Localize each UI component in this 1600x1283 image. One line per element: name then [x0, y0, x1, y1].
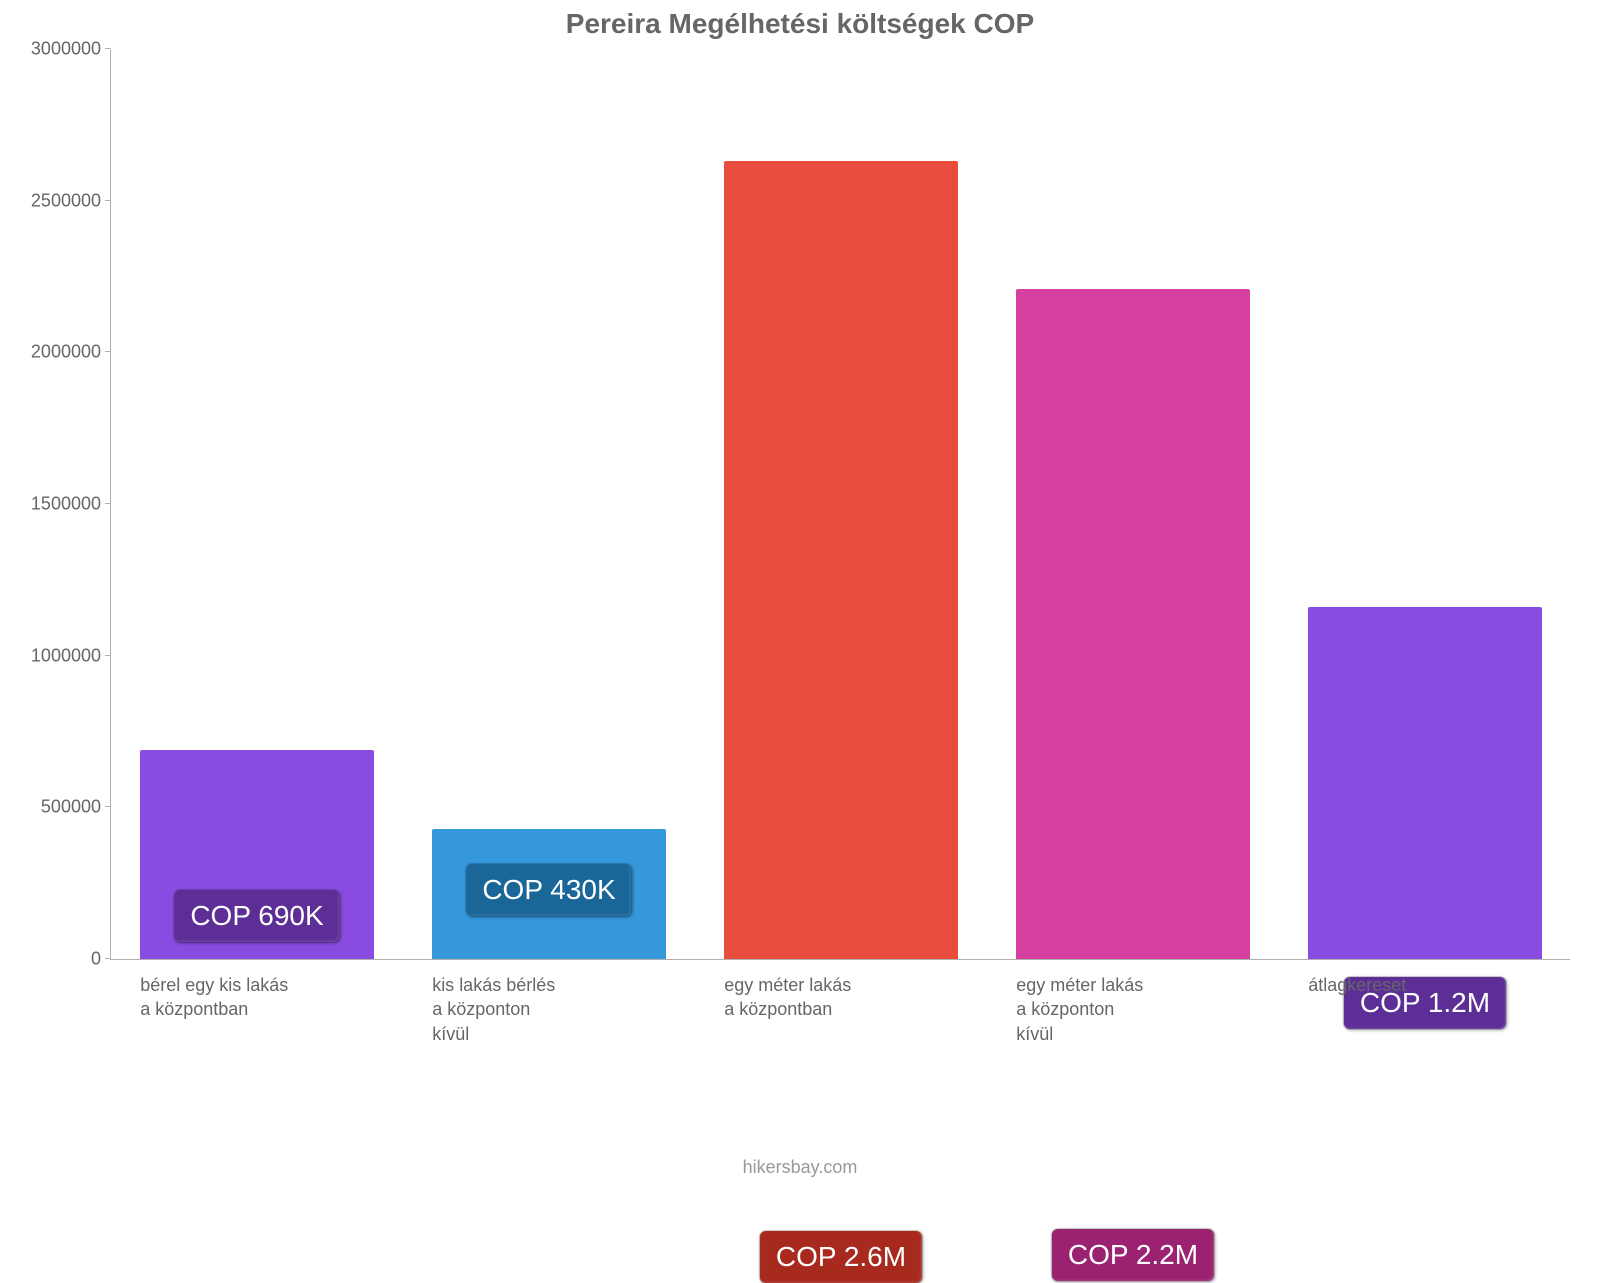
x-tick-label: egy méter lakás a központban — [724, 959, 924, 1022]
y-tick-label: 2000000 — [11, 342, 101, 363]
y-tick-label: 3000000 — [11, 39, 101, 60]
bar: COP 690K — [140, 750, 374, 959]
y-tick-label: 1500000 — [11, 494, 101, 515]
y-tick-mark — [105, 351, 111, 352]
bar: COP 2.2M — [1016, 289, 1250, 959]
bar-group: COP 690K — [140, 750, 374, 959]
y-tick-label: 0 — [11, 949, 101, 970]
chart-container: Pereira Megélhetési költségek COP 050000… — [0, 0, 1600, 1200]
attribution: hikersbay.com — [0, 1157, 1600, 1178]
x-tick-label: egy méter lakás a központon kívül — [1016, 959, 1216, 1046]
value-badge: COP 690K — [174, 890, 339, 942]
plot-area: 0500000100000015000002000000250000030000… — [110, 50, 1570, 960]
y-tick-mark — [105, 48, 111, 49]
chart-title: Pereira Megélhetési költségek COP — [0, 8, 1600, 40]
x-tick-label: bérel egy kis lakás a központban — [140, 959, 340, 1022]
value-badge: COP 430K — [466, 864, 631, 916]
value-badge: COP 2.2M — [1052, 1229, 1214, 1281]
y-tick-mark — [105, 806, 111, 807]
y-tick-label: 500000 — [11, 797, 101, 818]
x-tick-label: átlagkereset — [1308, 959, 1508, 997]
y-tick-mark — [105, 200, 111, 201]
y-tick-mark — [105, 958, 111, 959]
bar: COP 430K — [432, 829, 666, 959]
bar-group: COP 2.6M — [724, 161, 958, 959]
bar-group: COP 430K — [432, 829, 666, 959]
bar-group: COP 1.2M — [1308, 607, 1542, 959]
bar-group: COP 2.2M — [1016, 289, 1250, 959]
x-tick-label: kis lakás bérlés a központon kívül — [432, 959, 632, 1046]
value-badge: COP 2.6M — [760, 1231, 922, 1283]
y-tick-label: 2500000 — [11, 190, 101, 211]
bar: COP 1.2M — [1308, 607, 1542, 959]
bar: COP 2.6M — [724, 161, 958, 959]
y-tick-mark — [105, 655, 111, 656]
y-tick-mark — [105, 503, 111, 504]
y-tick-label: 1000000 — [11, 645, 101, 666]
